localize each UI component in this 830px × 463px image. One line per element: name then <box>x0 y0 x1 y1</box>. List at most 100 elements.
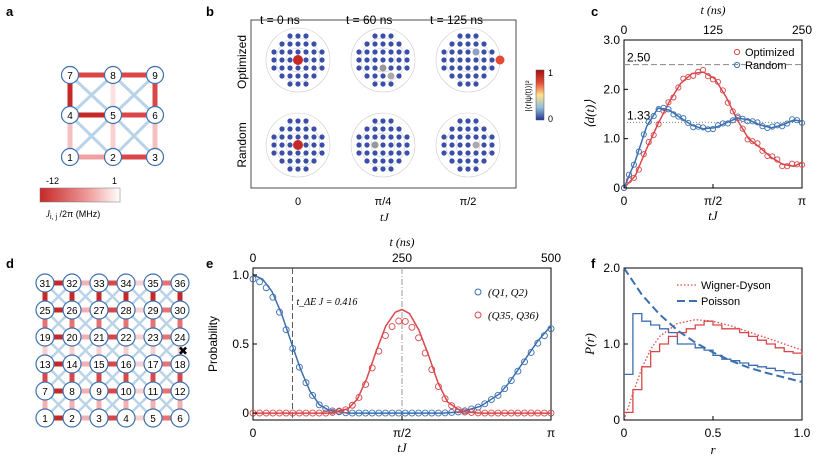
site-dot <box>457 118 463 124</box>
data-point-1 <box>415 334 423 342</box>
site-dot-highlight <box>472 141 480 149</box>
site-dot <box>356 134 362 140</box>
data-point-0 <box>395 409 403 417</box>
data-point-1 <box>289 409 297 417</box>
x-tick-label: π/2 <box>393 426 412 440</box>
data-point-0 <box>547 325 555 333</box>
x-tick-label: 0 <box>621 194 628 208</box>
row-label-optimized: Optimized <box>235 35 249 89</box>
qubit-node <box>89 300 109 320</box>
x-label: tJ <box>708 208 719 223</box>
site-dot <box>465 166 471 172</box>
site-dot <box>388 65 394 71</box>
site-dot <box>388 118 394 124</box>
data-point-0 <box>670 94 677 101</box>
site-dot <box>319 65 325 71</box>
series-line-0 <box>252 274 552 414</box>
data-point-1 <box>794 117 801 124</box>
y-tick-label: 3.0 <box>603 33 620 47</box>
site-dot <box>287 81 293 87</box>
site-dot <box>380 41 386 47</box>
data-point-1 <box>779 123 786 130</box>
y-tick-label: 0.5 <box>232 337 249 351</box>
site-dot-highlight <box>293 140 303 150</box>
site-dot <box>473 57 479 63</box>
site-dot <box>481 41 487 47</box>
data-point-0 <box>448 409 456 416</box>
site-dot <box>457 142 463 148</box>
x-label: tJ <box>397 440 408 455</box>
site-dot <box>465 49 471 55</box>
annotation-1-33: 1.33 <box>627 108 651 122</box>
data-point-0 <box>675 84 682 91</box>
data-point-0 <box>249 275 257 283</box>
panel-a-colorbar <box>39 187 121 203</box>
t-delta-e-annotation: t_ΔE J = 0.416 <box>296 297 357 308</box>
site-dot <box>311 41 317 47</box>
legend-marker <box>733 48 741 56</box>
site-dot <box>356 65 362 71</box>
site-dot <box>449 49 455 55</box>
site-dot <box>372 150 378 156</box>
site-dot <box>271 57 277 63</box>
data-point-1 <box>434 383 442 391</box>
site-dot <box>465 41 471 47</box>
qubit-label: 18 <box>174 360 186 371</box>
data-point-0 <box>441 409 449 417</box>
site-dot <box>449 41 455 47</box>
qubit-label: 8 <box>110 71 116 82</box>
site-dot <box>404 65 410 71</box>
qubit-node <box>145 65 165 85</box>
qubit-label: 30 <box>174 306 186 317</box>
data-point-0 <box>729 108 736 115</box>
site-dot <box>473 158 479 164</box>
data-point-0 <box>521 358 528 366</box>
data-point-0 <box>501 385 509 393</box>
qubit-node <box>60 105 80 125</box>
site-dot-highlight <box>293 55 303 65</box>
site-dot <box>380 150 386 156</box>
qubit-label: 3 <box>152 153 158 164</box>
site-dot <box>396 158 402 164</box>
qubit-label: 6 <box>152 111 158 122</box>
x-tick-label: 0 <box>621 426 628 440</box>
qubit-node <box>103 105 123 125</box>
qubit-label: 9 <box>96 387 102 398</box>
site-dot-highlight <box>371 141 379 149</box>
site-dot <box>489 142 495 148</box>
data-point-0 <box>355 409 363 417</box>
site-dot <box>380 81 386 87</box>
site-dot <box>279 49 285 55</box>
site-dot <box>372 65 378 71</box>
site-dot <box>380 57 386 63</box>
site-dot <box>303 134 309 140</box>
qubit-label: 15 <box>93 360 105 371</box>
site-dot <box>303 126 309 132</box>
qubit-label: 31 <box>39 279 51 290</box>
panel-label-b: b <box>206 4 214 19</box>
site-dot <box>311 158 317 164</box>
data-point-0 <box>276 308 283 316</box>
site-dot <box>489 49 495 55</box>
panel-b-colorbar <box>535 69 545 121</box>
data-point-0 <box>348 409 356 417</box>
site-dot <box>287 41 293 47</box>
site-dot <box>489 134 495 140</box>
site-dot <box>372 41 378 47</box>
qubit-label: 24 <box>174 333 186 344</box>
site-dot <box>404 57 410 63</box>
qubit-label: 26 <box>66 306 78 317</box>
qubit-node <box>89 354 109 374</box>
histogram-blue <box>624 312 803 376</box>
time-label-0: t = 0 ns <box>260 13 300 27</box>
site-dot <box>481 73 487 79</box>
qubit-node <box>143 381 163 401</box>
x-tick-label: 1.0 <box>794 426 811 440</box>
site-dot <box>457 150 463 156</box>
qubit-label: 33 <box>93 279 105 290</box>
site-dot <box>380 33 386 39</box>
qubit-label: 23 <box>147 333 159 344</box>
qubit-label: 4 <box>123 414 129 425</box>
data-point-1 <box>739 115 746 122</box>
